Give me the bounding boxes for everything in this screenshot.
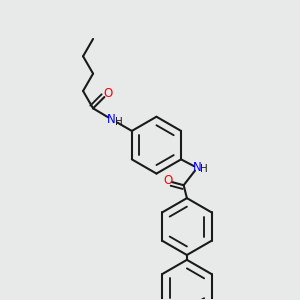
Text: H: H — [115, 117, 122, 127]
Text: H: H — [200, 164, 208, 174]
Text: N: N — [107, 113, 116, 127]
Text: O: O — [163, 174, 172, 187]
Text: N: N — [193, 161, 201, 174]
Text: O: O — [103, 87, 112, 100]
